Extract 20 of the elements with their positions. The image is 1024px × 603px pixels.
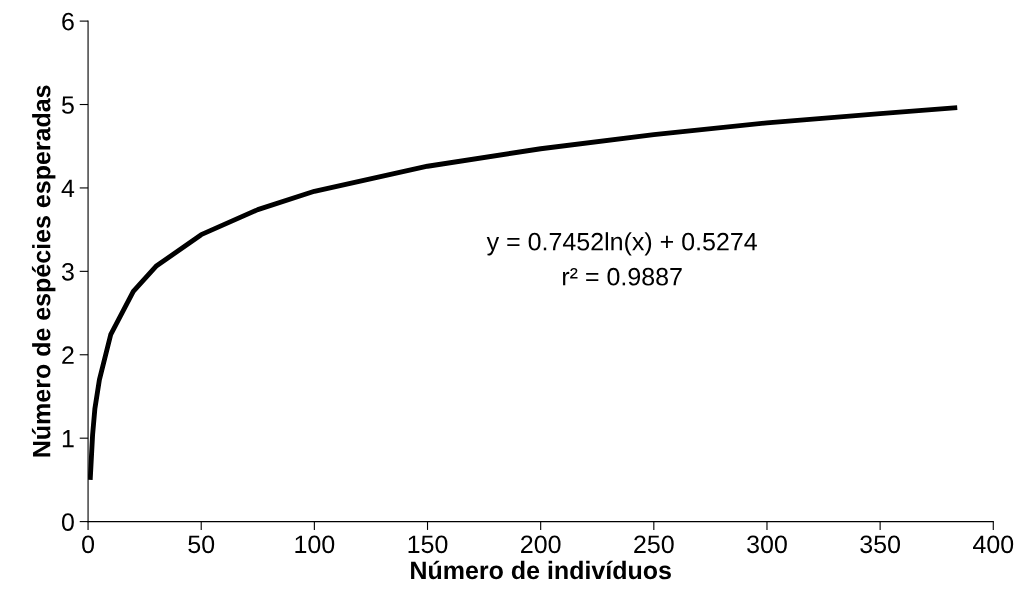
x-tick-label: 250 [634,535,674,554]
x-tick-label: 350 [860,535,901,554]
x-tick-label: 100 [295,535,335,554]
x-tick-label: 200 [521,535,561,554]
x-tick-label: 150 [408,535,448,554]
x-tick-label: 0 [82,535,95,554]
y-tick-label: 6 [62,12,74,31]
y-tick-label: 5 [61,96,74,114]
y-tick-label: 0 [61,513,74,531]
y-tick-label: 1 [62,430,74,448]
annotation: r² = 0.9887 [563,267,682,286]
y-tick-label: 3 [61,262,74,281]
x-tick-label: 300 [747,535,787,554]
y-tick-label: 2 [62,346,74,364]
annotation: y = 0.7452ln(x) + 0.5274 [486,232,757,256]
x-axis-title: Número de indivíduos [411,560,671,580]
x-tick-label: 50 [188,535,215,554]
x-tick-label: 400 [973,535,1014,554]
y-axis-title: Número de espécies esperadas [31,85,56,457]
y-tick-label: 4 [61,179,75,197]
